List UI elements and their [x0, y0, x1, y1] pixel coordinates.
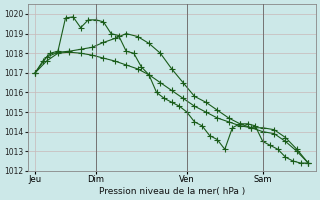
X-axis label: Pression niveau de la mer( hPa ): Pression niveau de la mer( hPa ) — [99, 187, 245, 196]
